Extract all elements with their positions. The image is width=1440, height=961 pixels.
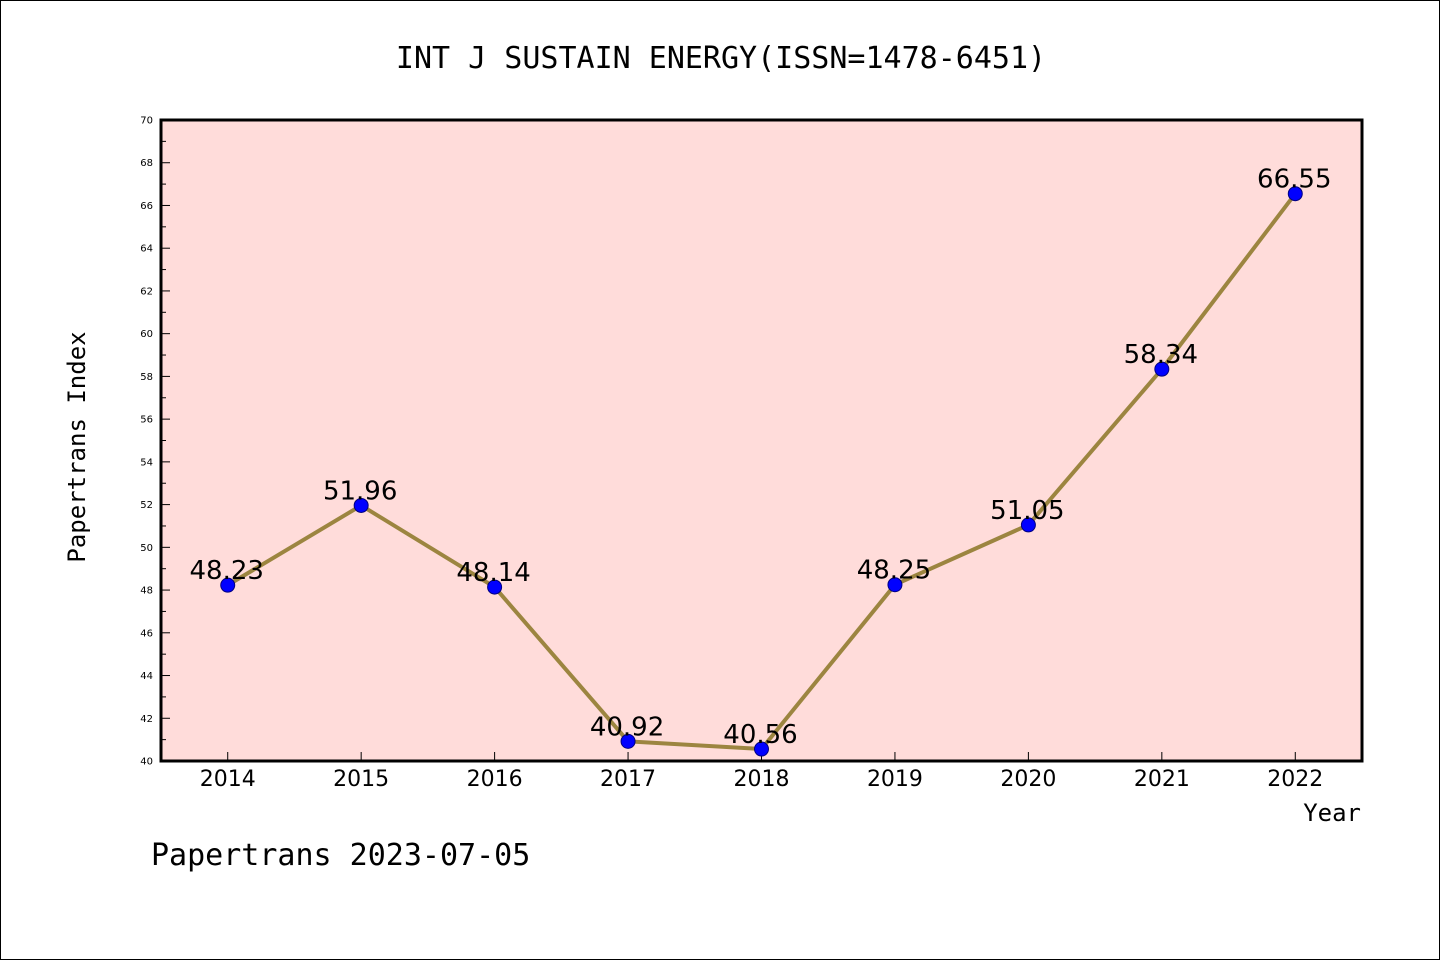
data-point-2016 xyxy=(487,579,503,595)
y-tick-label: 52 xyxy=(140,500,153,511)
data-point-2020 xyxy=(1020,517,1036,533)
y-tick-label: 48 xyxy=(140,586,153,597)
chart-title: INT J SUSTAIN ENERGY(ISSN=1478-6451) xyxy=(396,41,1046,76)
plot-area xyxy=(159,118,1364,763)
y-tick-label: 58 xyxy=(140,372,153,383)
data-label-2014: 48.23 xyxy=(190,556,264,586)
data-label-2018: 40.56 xyxy=(723,720,797,750)
data-label-2017: 40.92 xyxy=(590,712,664,742)
data-point-2014 xyxy=(220,577,236,593)
y-tick-label: 54 xyxy=(140,457,153,468)
y-tick-label: 40 xyxy=(140,757,153,768)
x-tick-label-2021: 2021 xyxy=(1134,767,1190,792)
y-tick-label: 50 xyxy=(140,543,153,554)
data-labels: 48.23 51.96 48.14 40.92 40.56 48.25 51.05 58.34… xyxy=(190,165,1332,750)
data-label-2021: 58.34 xyxy=(1124,340,1198,370)
x-tick-label-2022: 2022 xyxy=(1267,767,1323,792)
y-tick-label: 46 xyxy=(140,628,153,639)
y-tick-label: 62 xyxy=(140,286,153,297)
data-label-2015: 51.96 xyxy=(323,476,397,506)
y-tick-label: 64 xyxy=(140,244,153,255)
x-tick-label-2016: 2016 xyxy=(467,767,523,792)
y-tick-label: 56 xyxy=(140,415,153,426)
data-point-2017 xyxy=(620,733,636,749)
x-tick-label-2019: 2019 xyxy=(867,767,923,792)
footer-text: Papertrans 2023-07-05 xyxy=(151,838,530,873)
data-label-2019: 48.25 xyxy=(857,556,931,586)
data-point-2018 xyxy=(754,741,769,757)
y-axis-label: Papertrans Index xyxy=(63,331,91,562)
y-tick-label: 68 xyxy=(140,158,153,169)
data-markers xyxy=(220,186,1303,757)
x-tick-label-2020: 2020 xyxy=(1000,767,1056,792)
y-tick-label: 42 xyxy=(140,714,153,725)
y-tick-label: 66 xyxy=(140,201,153,212)
x-axis-ticks: 2014 2015 2016 2017 2018 2019 2020 2021 2022 xyxy=(200,752,1323,792)
data-point-2022 xyxy=(1287,186,1303,202)
data-point-2019 xyxy=(887,577,903,593)
x-tick-label-2015: 2015 xyxy=(333,767,389,792)
y-tick-label: 60 xyxy=(140,329,153,340)
data-point-2015 xyxy=(353,497,369,513)
x-axis-label: Year xyxy=(1303,799,1361,827)
x-tick-label-2018: 2018 xyxy=(734,767,790,792)
y-tick-label: 70 xyxy=(140,116,153,127)
data-point-2021 xyxy=(1154,361,1170,377)
y-tick-label: 44 xyxy=(140,671,153,682)
x-tick-label-2014: 2014 xyxy=(200,767,256,792)
y-axis-ticks: 40 42 44 46 48 50 52 54 56 58 60 62 64 66 68 70 xyxy=(140,116,170,768)
data-label-2022: 66.55 xyxy=(1257,165,1331,195)
x-tick-label-2017: 2017 xyxy=(600,767,656,792)
data-label-2016: 48.14 xyxy=(456,558,530,588)
data-label-2020: 51.05 xyxy=(990,496,1064,526)
